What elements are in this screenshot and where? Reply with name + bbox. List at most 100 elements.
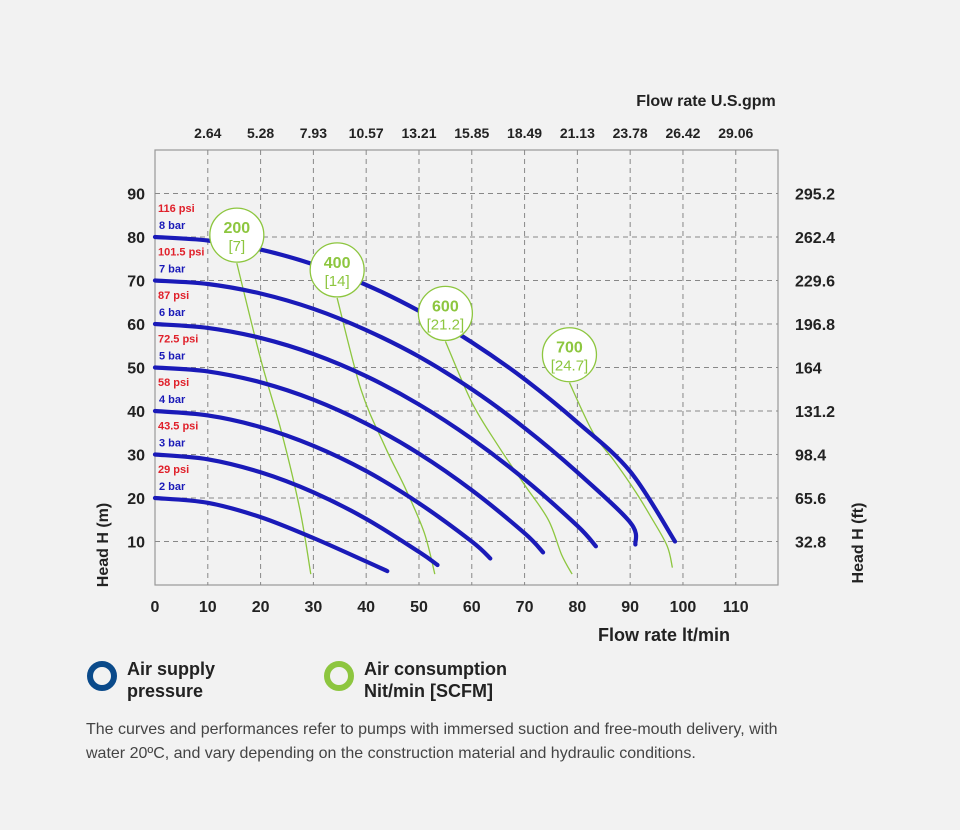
x-top-tick-label: 29.06 bbox=[718, 125, 753, 141]
curve-psi-label: 116 psi bbox=[158, 203, 195, 215]
air-consumption-value: 600 bbox=[432, 298, 459, 315]
y-tick-label: 30 bbox=[127, 448, 145, 465]
x-top-axis-title: Flow rate U.S.gpm bbox=[636, 93, 776, 110]
curve-psi-label: 87 psi bbox=[158, 290, 189, 302]
air-consumption-value: 200 bbox=[223, 220, 250, 237]
curve-psi-label: 58 psi bbox=[158, 377, 189, 389]
pressure-curve bbox=[152, 495, 390, 574]
air-supply-ring-icon bbox=[87, 661, 117, 691]
air-consumption-line bbox=[336, 297, 436, 575]
x-tick-label: 30 bbox=[304, 599, 322, 616]
y-right-tick-label: 196.8 bbox=[795, 317, 835, 334]
note-line1: The curves and performances refer to pum… bbox=[86, 721, 778, 738]
x-top-tick-label: 10.57 bbox=[349, 125, 384, 141]
y-tick-label: 80 bbox=[127, 230, 145, 247]
x-top-tick-label: 23.78 bbox=[613, 125, 648, 141]
air-consumption-value: 700 bbox=[556, 340, 583, 357]
y-tick-label: 40 bbox=[127, 404, 145, 421]
y-tick-label: 10 bbox=[127, 535, 145, 552]
curve-psi-label: 43.5 psi bbox=[158, 421, 198, 433]
y-right-axis-title: Head H (ft) bbox=[850, 503, 867, 584]
pressure-curves bbox=[152, 234, 678, 574]
legend-air-consumption-line1: Air consumption bbox=[364, 659, 507, 679]
curve-bar-label: 7 bar bbox=[159, 264, 186, 276]
y-tick-label: 70 bbox=[127, 274, 145, 291]
x-top-tick-label: 15.85 bbox=[454, 125, 489, 141]
y-axis-title: Head H (m) bbox=[95, 503, 112, 587]
pressure-curve bbox=[152, 321, 598, 549]
x-tick-label: 90 bbox=[621, 599, 639, 616]
y-right-tick-label: 98.4 bbox=[795, 448, 826, 465]
x-top-tick-label: 21.13 bbox=[560, 125, 595, 141]
performance-chart: 200[7]400[14]600[21.2]700[24.7] 29 psi2 … bbox=[95, 93, 867, 645]
pressure-curve bbox=[152, 365, 546, 555]
x-top-tick-label: 2.64 bbox=[194, 125, 221, 141]
x-top-tick-label: 13.21 bbox=[401, 125, 436, 141]
x-axis-title: Flow rate lt/min bbox=[598, 625, 730, 645]
x-tick-label: 80 bbox=[568, 599, 586, 616]
y-right-tick-label: 32.8 bbox=[795, 535, 826, 552]
y-tick-label: 20 bbox=[127, 491, 145, 508]
legend-air-supply-label: Air supply pressure bbox=[127, 658, 215, 702]
air-consumption-circle bbox=[417, 285, 474, 342]
x-tick-label: 40 bbox=[357, 599, 375, 616]
air-consumption-value: 400 bbox=[324, 255, 351, 272]
air-consumption-ring-icon bbox=[324, 661, 354, 691]
air-consumption-scfm: [14] bbox=[325, 273, 350, 290]
air-consumption-line bbox=[444, 341, 573, 575]
y-right-tick-label: 229.6 bbox=[795, 274, 835, 291]
curve-psi-label: 72.5 psi bbox=[158, 334, 198, 346]
x-top-tick-label: 26.42 bbox=[665, 125, 700, 141]
legend-air-supply: Air supply pressure bbox=[87, 658, 215, 702]
axes: 0 10 20 30 40 50 60 70 80 90 100 110 2.64 5.28 7.93 10.… bbox=[95, 93, 867, 645]
x-top-tick-label: 18.49 bbox=[507, 125, 542, 141]
legend-air-supply-line2: pressure bbox=[127, 681, 204, 701]
air-consumption-line bbox=[236, 262, 312, 575]
x-tick-label: 60 bbox=[463, 599, 481, 616]
legend-air-consumption-line2: Nit/min [SCFM] bbox=[364, 681, 493, 701]
curve-bar-label: 2 bar bbox=[159, 481, 186, 493]
air-consumption-scfm: [21.2] bbox=[427, 316, 465, 333]
x-tick-label: 10 bbox=[199, 599, 217, 616]
air-consumption-scfm: [24.7] bbox=[551, 358, 589, 375]
y-right-tick-label: 262.4 bbox=[795, 230, 835, 247]
legend-air-consumption: Air consumption Nit/min [SCFM] bbox=[324, 658, 507, 702]
legend-air-consumption-label: Air consumption Nit/min [SCFM] bbox=[364, 658, 507, 702]
y-tick-label: 90 bbox=[127, 187, 145, 204]
x-tick-label: 0 bbox=[151, 599, 160, 616]
pressure-curve bbox=[152, 408, 493, 561]
x-top-tick-label: 5.28 bbox=[247, 125, 274, 141]
x-top-tick-label: 7.93 bbox=[300, 125, 327, 141]
curve-psi-label: 29 psi bbox=[158, 464, 189, 476]
y-right-tick-label: 164 bbox=[795, 361, 822, 378]
x-tick-label: 70 bbox=[516, 599, 534, 616]
curve-bar-label: 3 bar bbox=[159, 438, 186, 450]
air-consumption-circle bbox=[209, 207, 265, 263]
air-consumption-circle bbox=[541, 327, 598, 383]
legend-air-supply-line1: Air supply bbox=[127, 659, 216, 679]
pressure-curve bbox=[152, 452, 440, 568]
air-consumption-scfm: [7] bbox=[228, 238, 245, 255]
x-tick-label: 20 bbox=[252, 599, 270, 616]
x-tick-label: 110 bbox=[723, 599, 749, 616]
curve-bar-label: 4 bar bbox=[159, 394, 186, 406]
y-tick-label: 60 bbox=[127, 317, 145, 334]
air-consumption-circle bbox=[309, 242, 365, 298]
y-right-tick-label: 65.6 bbox=[795, 491, 826, 508]
curve-bar-label: 6 bar bbox=[159, 307, 186, 319]
curve-labels: 29 psi 2 bar 43.5 psi 3 bar 58 psi 4 bar 72.5 … bbox=[158, 203, 204, 493]
curve-bar-label: 5 bar bbox=[159, 351, 186, 363]
air-consumption-line bbox=[568, 382, 674, 568]
note-line2: water 20ºC, and vary depending on the co… bbox=[86, 745, 696, 762]
y-right-tick-label: 131.2 bbox=[795, 404, 835, 421]
pressure-curve bbox=[152, 234, 678, 544]
pressure-curve bbox=[152, 278, 639, 547]
curve-psi-label: 101.5 psi bbox=[158, 247, 204, 259]
performance-note: The curves and performances refer to pum… bbox=[86, 718, 886, 766]
curve-bar-label: 8 bar bbox=[159, 220, 186, 232]
y-right-tick-label: 295.2 bbox=[795, 187, 835, 204]
air-consumption-markers: 200[7] 400[14] 600[21.2] 700[24.7] bbox=[209, 207, 598, 383]
y-tick-label: 50 bbox=[127, 361, 145, 378]
x-tick-label: 100 bbox=[670, 599, 697, 616]
x-tick-label: 50 bbox=[410, 599, 428, 616]
